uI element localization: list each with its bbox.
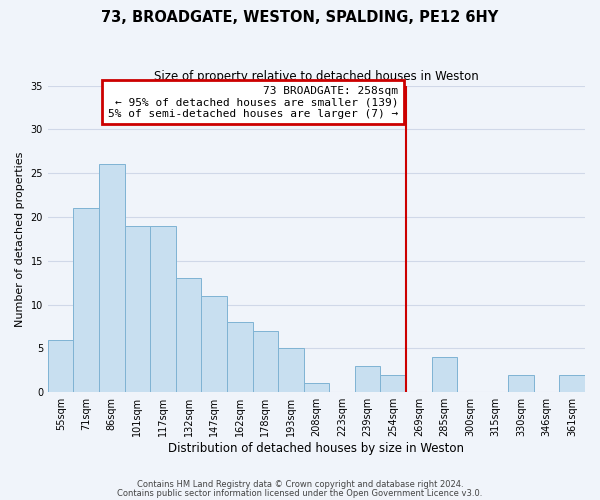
Text: Contains public sector information licensed under the Open Government Licence v3: Contains public sector information licen…: [118, 488, 482, 498]
Bar: [73, 208, 99, 392]
Bar: [431, 357, 457, 392]
Text: 73 BROADGATE: 258sqm
← 95% of detached houses are smaller (139)
5% of semi-detac: 73 BROADGATE: 258sqm ← 95% of detached h…: [108, 86, 398, 119]
Bar: [559, 374, 585, 392]
Bar: [355, 366, 380, 392]
Bar: [48, 340, 73, 392]
Bar: [304, 384, 329, 392]
Text: 73, BROADGATE, WESTON, SPALDING, PE12 6HY: 73, BROADGATE, WESTON, SPALDING, PE12 6H…: [101, 10, 499, 25]
Bar: [202, 296, 227, 392]
Bar: [380, 374, 406, 392]
Bar: [253, 331, 278, 392]
Bar: [508, 374, 534, 392]
Text: Contains HM Land Registry data © Crown copyright and database right 2024.: Contains HM Land Registry data © Crown c…: [137, 480, 463, 489]
Title: Size of property relative to detached houses in Weston: Size of property relative to detached ho…: [154, 70, 479, 83]
X-axis label: Distribution of detached houses by size in Weston: Distribution of detached houses by size …: [169, 442, 464, 455]
Bar: [125, 226, 150, 392]
Y-axis label: Number of detached properties: Number of detached properties: [15, 151, 25, 326]
Bar: [150, 226, 176, 392]
Bar: [278, 348, 304, 392]
Bar: [99, 164, 125, 392]
Bar: [176, 278, 202, 392]
Bar: [227, 322, 253, 392]
